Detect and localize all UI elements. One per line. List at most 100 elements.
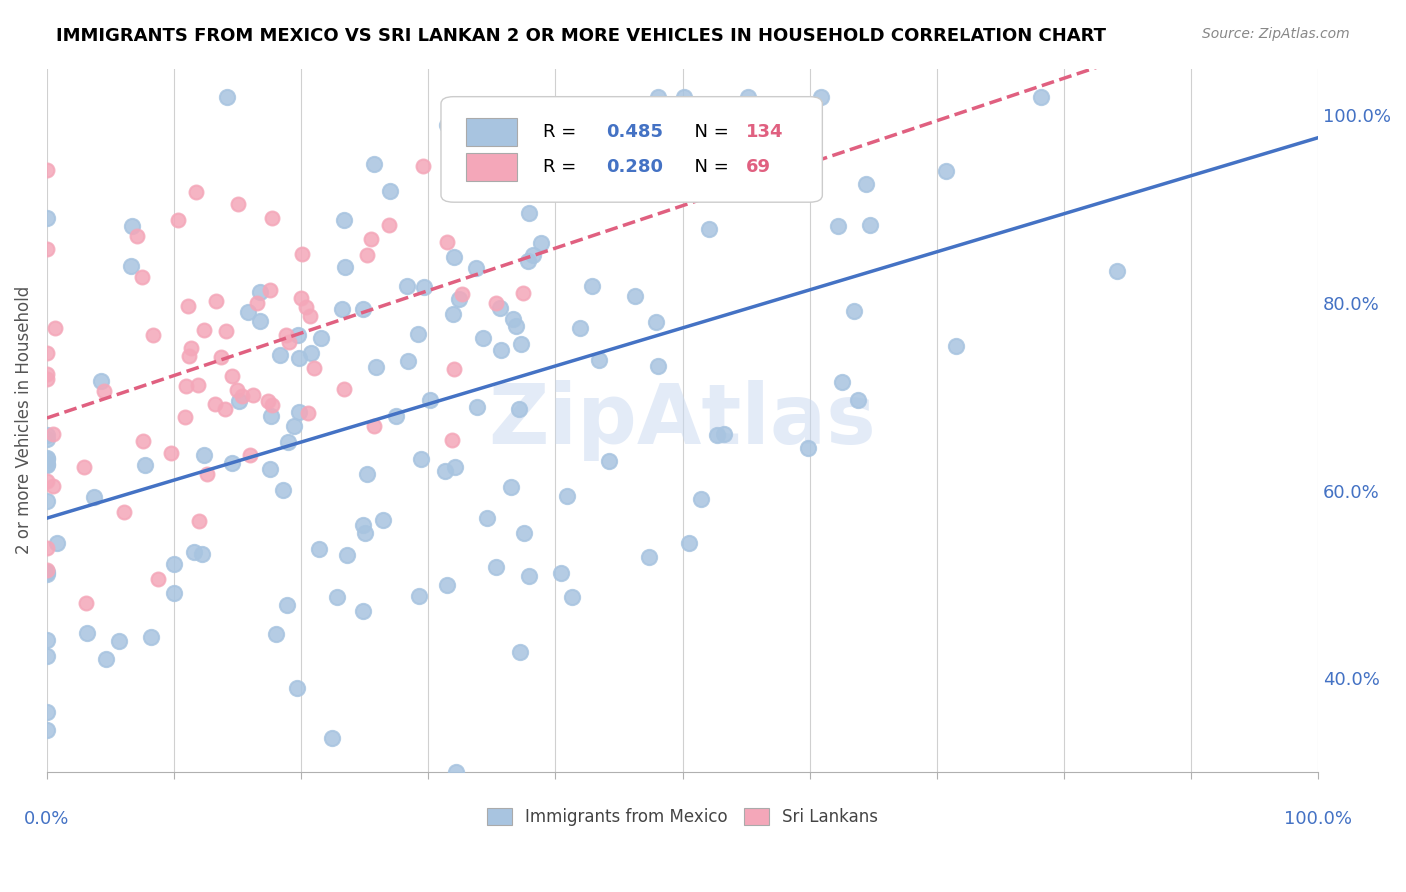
Point: [276, 327, 298, 342]
Point: [249, 314, 271, 328]
Point: [226, 197, 249, 211]
Point: [114, 505, 136, 519]
Point: [512, 285, 534, 300]
Point: [160, 446, 183, 460]
Point: [436, 118, 458, 132]
Point: [412, 159, 434, 173]
Text: 69: 69: [747, 158, 770, 176]
Point: [276, 599, 298, 613]
Point: [163, 557, 186, 571]
Point: [290, 291, 312, 305]
Point: [945, 339, 967, 353]
Point: [855, 177, 877, 191]
Point: [297, 406, 319, 420]
Point: [204, 294, 226, 309]
Point: [935, 164, 957, 178]
Point: [221, 456, 243, 470]
Point: [373, 513, 395, 527]
Point: [444, 460, 467, 475]
Point: [309, 330, 332, 344]
Point: [419, 392, 441, 407]
Point: [796, 441, 818, 455]
Point: [444, 765, 467, 780]
Point: [35, 567, 58, 582]
Point: [508, 402, 530, 417]
Point: [385, 409, 408, 423]
Point: [443, 362, 465, 376]
Point: [485, 559, 508, 574]
Point: [167, 212, 190, 227]
Point: [121, 219, 143, 234]
Point: [638, 549, 661, 564]
Point: [83, 490, 105, 504]
Point: [522, 248, 544, 262]
Point: [35, 432, 58, 446]
Point: [273, 483, 295, 498]
Point: [173, 409, 195, 424]
Point: [180, 341, 202, 355]
Point: [239, 448, 262, 462]
Point: [35, 474, 58, 488]
Point: [441, 434, 464, 448]
Point: [436, 577, 458, 591]
Point: [131, 269, 153, 284]
Point: [278, 334, 301, 349]
Point: [844, 304, 866, 318]
Point: [598, 454, 620, 468]
Point: [35, 211, 58, 226]
Point: [409, 451, 432, 466]
Text: 0.280: 0.280: [606, 158, 664, 176]
Point: [35, 450, 58, 465]
Point: [647, 89, 669, 103]
Point: [501, 480, 523, 494]
Point: [209, 350, 232, 364]
Point: [406, 327, 429, 342]
Point: [363, 419, 385, 434]
Point: [259, 283, 281, 297]
Point: [35, 493, 58, 508]
Point: [287, 328, 309, 343]
Point: [623, 289, 645, 303]
Point: [333, 260, 356, 275]
Point: [366, 360, 388, 375]
Point: [378, 218, 401, 232]
Point: [35, 632, 58, 647]
Point: [859, 218, 882, 232]
Text: 134: 134: [747, 123, 783, 141]
Text: N =: N =: [682, 158, 734, 176]
Point: [294, 301, 316, 315]
Point: [127, 229, 149, 244]
Point: [214, 402, 236, 417]
Text: 0.485: 0.485: [606, 123, 664, 141]
Point: [76, 626, 98, 640]
Point: [90, 374, 112, 388]
Point: [706, 427, 728, 442]
Point: [215, 89, 238, 103]
Point: [269, 348, 291, 362]
Point: [35, 367, 58, 381]
Point: [713, 426, 735, 441]
Point: [226, 383, 249, 397]
Point: [484, 296, 506, 310]
Point: [195, 467, 218, 482]
Point: [298, 310, 321, 324]
Point: [737, 89, 759, 103]
Point: [191, 548, 214, 562]
Point: [75, 596, 97, 610]
Point: [413, 279, 436, 293]
Point: [555, 489, 578, 503]
Point: [291, 247, 314, 261]
Point: [35, 541, 58, 555]
Point: [193, 323, 215, 337]
Point: [35, 452, 58, 467]
Point: [352, 603, 374, 617]
Point: [509, 644, 531, 658]
Point: [436, 235, 458, 249]
Point: [42, 479, 65, 493]
Point: [163, 585, 186, 599]
Y-axis label: 2 or more Vehicles in Household: 2 or more Vehicles in Household: [15, 286, 32, 555]
Point: [108, 634, 131, 648]
Point: [35, 648, 58, 663]
Point: [35, 427, 58, 442]
Point: [489, 301, 512, 315]
